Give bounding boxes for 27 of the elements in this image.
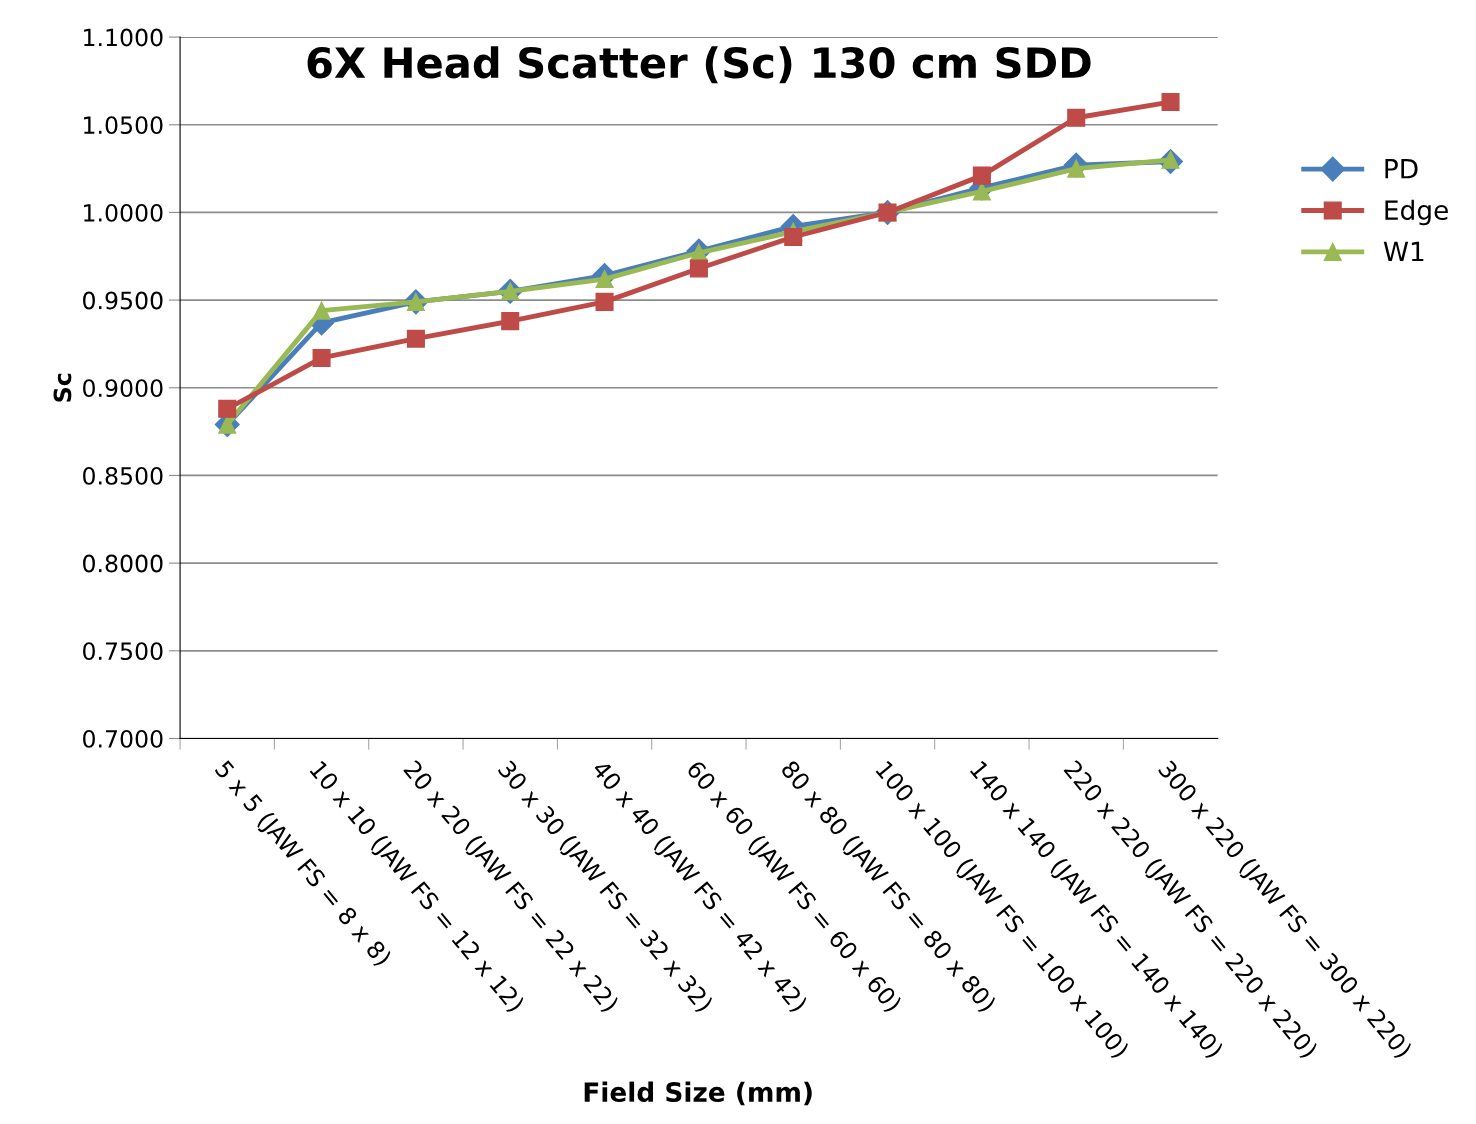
y-tick-label: 0.8500 (83, 466, 163, 485)
point (312, 348, 331, 368)
point (312, 301, 331, 320)
y-tick-label: 0.7500 (83, 642, 163, 661)
y-tick-label: 0.8000 (83, 554, 163, 573)
point (1161, 92, 1180, 111)
point (218, 399, 237, 418)
y-tick-label: 0.7000 (83, 729, 163, 748)
y-tick-label: 0.9000 (83, 379, 163, 398)
point (972, 166, 991, 185)
chart-title: 6X Head Scatter (Sc) 130 cm SDD (307, 46, 1091, 84)
point (689, 259, 708, 278)
legend-label: PD (1385, 159, 1418, 179)
point (406, 329, 425, 348)
legend-label: Edge (1385, 199, 1448, 226)
y-tick-label: 1.1000 (84, 28, 163, 47)
point (501, 312, 520, 331)
point (972, 182, 991, 201)
point (595, 292, 614, 311)
point (1067, 108, 1086, 127)
y-tick-label: 1.0500 (84, 116, 163, 135)
legend-label: W1 (1383, 241, 1424, 262)
x-axis-title: Field Size (mm) (584, 1081, 812, 1106)
y-axis-title: Sc (53, 373, 72, 402)
point (784, 227, 803, 247)
y-tick-label: 1.0000 (84, 203, 163, 222)
y-tick-label: 0.9500 (83, 291, 163, 310)
